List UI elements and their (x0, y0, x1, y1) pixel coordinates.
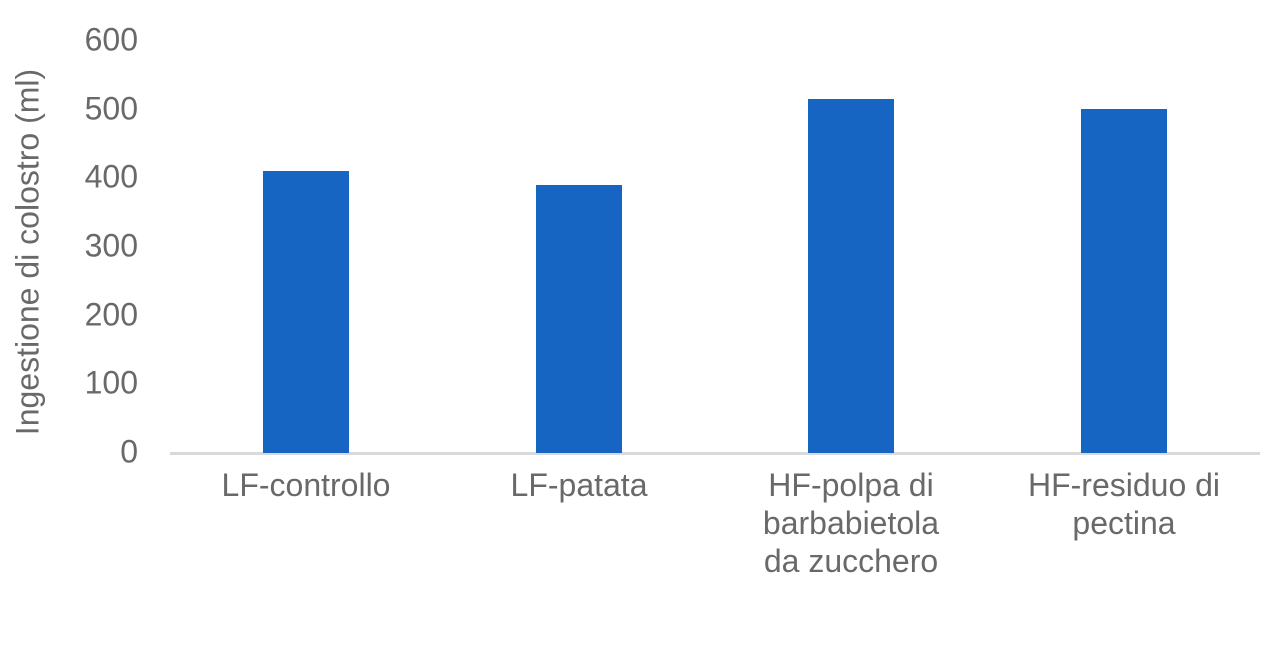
x-category-label-line: barbabietola (762, 505, 940, 541)
bar-4 (1081, 109, 1167, 453)
x-category-label-line: LF-controllo (221, 467, 391, 503)
y-tick-300: 300 (84, 227, 138, 264)
y-tick-200: 200 (84, 296, 138, 333)
x-category-label-4: HF-residuo di pectina (984, 466, 1264, 542)
x-category-label-line: HF-residuo di (1027, 467, 1221, 503)
y-tick-400: 400 (84, 158, 138, 195)
y-tick-100: 100 (84, 364, 138, 401)
y-tick-0: 0 (120, 433, 138, 470)
x-category-label-line: LF-patata (510, 467, 648, 503)
y-tick-500: 500 (84, 90, 138, 126)
x-category-label-line: pectina (1072, 505, 1176, 541)
x-category-label-1: LF-controllo (166, 466, 446, 504)
y-tick-600: 600 (84, 21, 138, 58)
bar-3 (808, 99, 894, 453)
x-category-label-line: da zucchero (763, 543, 939, 579)
bar-2 (536, 185, 622, 453)
x-category-label-line: HF-polpa di (768, 467, 934, 503)
x-category-label-2: LF-patata (439, 466, 719, 504)
bar-1 (263, 171, 349, 453)
x-category-label-3: HF-polpa di barbabietola da zucchero (711, 466, 991, 580)
x-axis-line (170, 452, 1260, 455)
